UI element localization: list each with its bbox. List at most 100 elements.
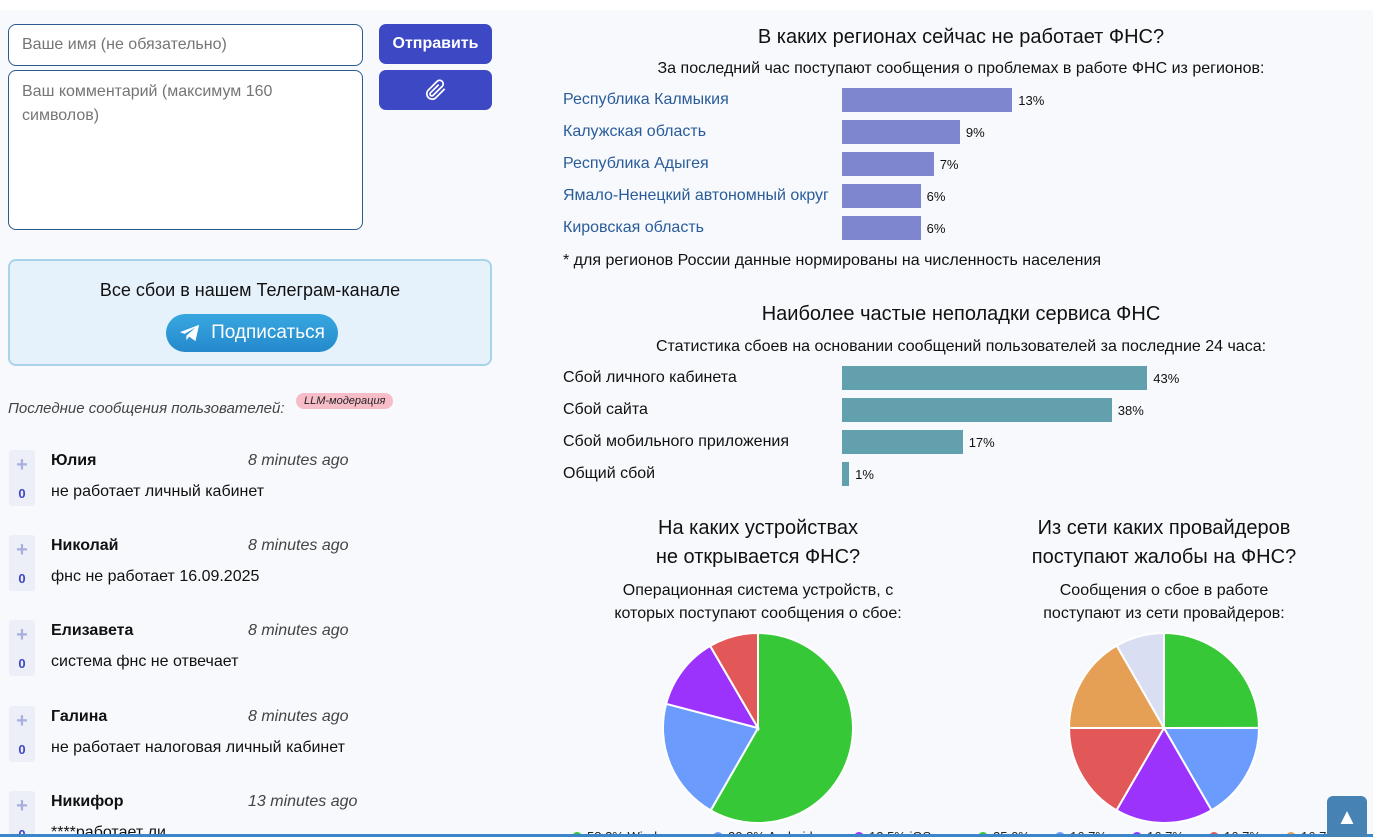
messages-header: Последние сообщения пользователей: (8, 400, 285, 417)
region-label[interactable]: Республика Калмыкия (563, 91, 729, 108)
legend-label: 16.7% (1224, 829, 1261, 837)
upvote-button[interactable]: + (16, 624, 28, 647)
subscribe-button[interactable]: Подписаться (166, 314, 338, 352)
legend-label: 16.7% (1070, 829, 1107, 837)
pie-slice (1115, 631, 1165, 732)
providers-title: Из сети каких провайдеров поступают жалоб… (964, 514, 1364, 572)
region-bar (842, 216, 921, 240)
region-label[interactable]: Республика Адыгея (563, 155, 709, 172)
name-input[interactable] (8, 24, 363, 66)
send-button[interactable]: Отправить (379, 24, 492, 64)
message-text: ****работает ли (51, 824, 166, 837)
region-bar (842, 88, 1013, 112)
devices-subtitle: Операционная система устройств, с которых… (558, 579, 958, 625)
legend-label: 16.7% (1147, 829, 1184, 837)
arrow-up-icon: ▲ (1336, 803, 1358, 829)
providers-subtitle: Сообщения о сбое в работе поступают из се… (964, 579, 1364, 625)
region-label[interactable]: Кировская область (563, 219, 704, 236)
message-time: 8 minutes ago (248, 452, 349, 469)
message-item: +0 Николай 8 minutes ago фнс не работает 16… (0, 535, 400, 595)
providers-title-line1: Из сети каких провайдеров (1037, 517, 1291, 539)
upvote-button[interactable]: + (16, 454, 28, 477)
regions-title: В каких регионах сейчас не работает ФНС? (757, 26, 1165, 48)
message-author: Николай (51, 537, 119, 554)
llm-moderation-badge: LLM-модерация (296, 393, 394, 409)
message-text: не работает налоговая личный кабинет (51, 739, 345, 756)
pie-slice (1067, 644, 1166, 730)
failure-bar (842, 462, 850, 486)
devices-title-line2: не открывается ФНС? (655, 546, 861, 568)
failure-bar (842, 430, 963, 454)
message-item: +0 Галина 8 minutes ago не работает налогов… (0, 706, 400, 766)
message-time: 8 minutes ago (248, 622, 349, 639)
regions-note: * для регионов России данные нормированы… (563, 252, 1102, 269)
vote-widget: +0 (9, 450, 35, 506)
message-author: Никифор (51, 793, 124, 810)
telegram-title: Все сбои в нашем Телеграм-канале (99, 280, 401, 300)
devices-sub-line1: Операционная система устройств, с (622, 582, 894, 599)
vote-count: 0 (18, 655, 26, 671)
pie-slice (1115, 726, 1213, 824)
legend-label: 12.5% iOS (869, 829, 932, 837)
message-item: +0 Юлия 8 minutes ago не работает личный ка… (0, 450, 400, 510)
bottom-border (0, 834, 1373, 837)
region-value: 9% (965, 125, 985, 140)
vote-count: 0 (18, 485, 26, 501)
region-value: 6% (926, 221, 946, 236)
vote-widget: +0 (9, 791, 35, 837)
legend-label: 16.7% (1301, 829, 1338, 837)
vote-count: 0 (18, 570, 26, 586)
providers-sub-line2: поступают из сети провайдеров: (1043, 605, 1285, 622)
telegram-icon (180, 324, 200, 342)
region-value: 13% (1018, 93, 1045, 108)
legend-label: 20.8% Android (728, 829, 813, 837)
message-item: +0 Никифор 13 minutes ago ****работает ли (0, 791, 400, 837)
pie-slice (708, 631, 759, 732)
vote-count: 0 (18, 826, 26, 837)
failure-value: 43% (1153, 371, 1180, 386)
region-value: 7% (939, 157, 959, 172)
legend-label: 58.3% Windows (587, 829, 681, 837)
upvote-button[interactable]: + (16, 795, 28, 818)
failure-label: Сбой сайта (563, 401, 648, 418)
failure-bar (842, 398, 1112, 422)
failures-subtitle: Статистика сбоев на основании сообщений … (655, 338, 1267, 355)
message-text: фнс не работает 16.09.2025 (51, 568, 260, 585)
providers-sub-line1: Сообщения о сбое в работе (1059, 582, 1269, 599)
message-text: не работает личный кабинет (51, 483, 265, 500)
subscribe-label: Подписаться (211, 322, 325, 343)
message-time: 13 minutes ago (248, 793, 358, 810)
failure-label: Сбой мобильного приложения (563, 433, 790, 450)
region-value: 6% (926, 189, 946, 204)
message-author: Елизавета (51, 622, 134, 639)
comment-textarea[interactable] (8, 70, 363, 230)
devices-title: На каких устройствах не открывается ФНС? (558, 514, 958, 572)
pie-slice (664, 644, 761, 730)
vote-widget: +0 (9, 535, 35, 591)
regions-subtitle: За последний час поступают сообщения о п… (657, 60, 1265, 77)
region-label[interactable]: Калужская область (563, 123, 707, 140)
region-bar (842, 184, 921, 208)
scroll-to-top-button[interactable]: ▲ (1327, 796, 1367, 837)
failure-value: 38% (1117, 403, 1144, 418)
message-author: Юлия (51, 452, 97, 469)
attach-button[interactable] (379, 70, 492, 110)
message-item: +0 Елизавета 8 minutes ago система фнс не о… (0, 620, 400, 680)
top-strip (0, 0, 1373, 10)
upvote-button[interactable]: + (16, 539, 28, 562)
devices-title-line1: На каких устройствах (658, 517, 858, 539)
pie-slice (1163, 631, 1261, 730)
failure-value: 1% (855, 467, 874, 482)
message-author: Галина (51, 708, 108, 725)
pie-slice (662, 702, 760, 812)
devices-sub-line2: которых поступают сообщения о сбое: (614, 605, 902, 622)
message-time: 8 minutes ago (248, 537, 349, 554)
upvote-button[interactable]: + (16, 710, 28, 733)
providers-title-line2: поступают жалобы на ФНС? (1031, 546, 1297, 568)
vote-count: 0 (18, 741, 26, 757)
failure-value: 17% (968, 435, 995, 450)
region-bar (842, 152, 934, 176)
failure-label: Общий сбой (563, 465, 656, 482)
region-label[interactable]: Ямало-Ненецкий автономный округ (563, 187, 829, 204)
